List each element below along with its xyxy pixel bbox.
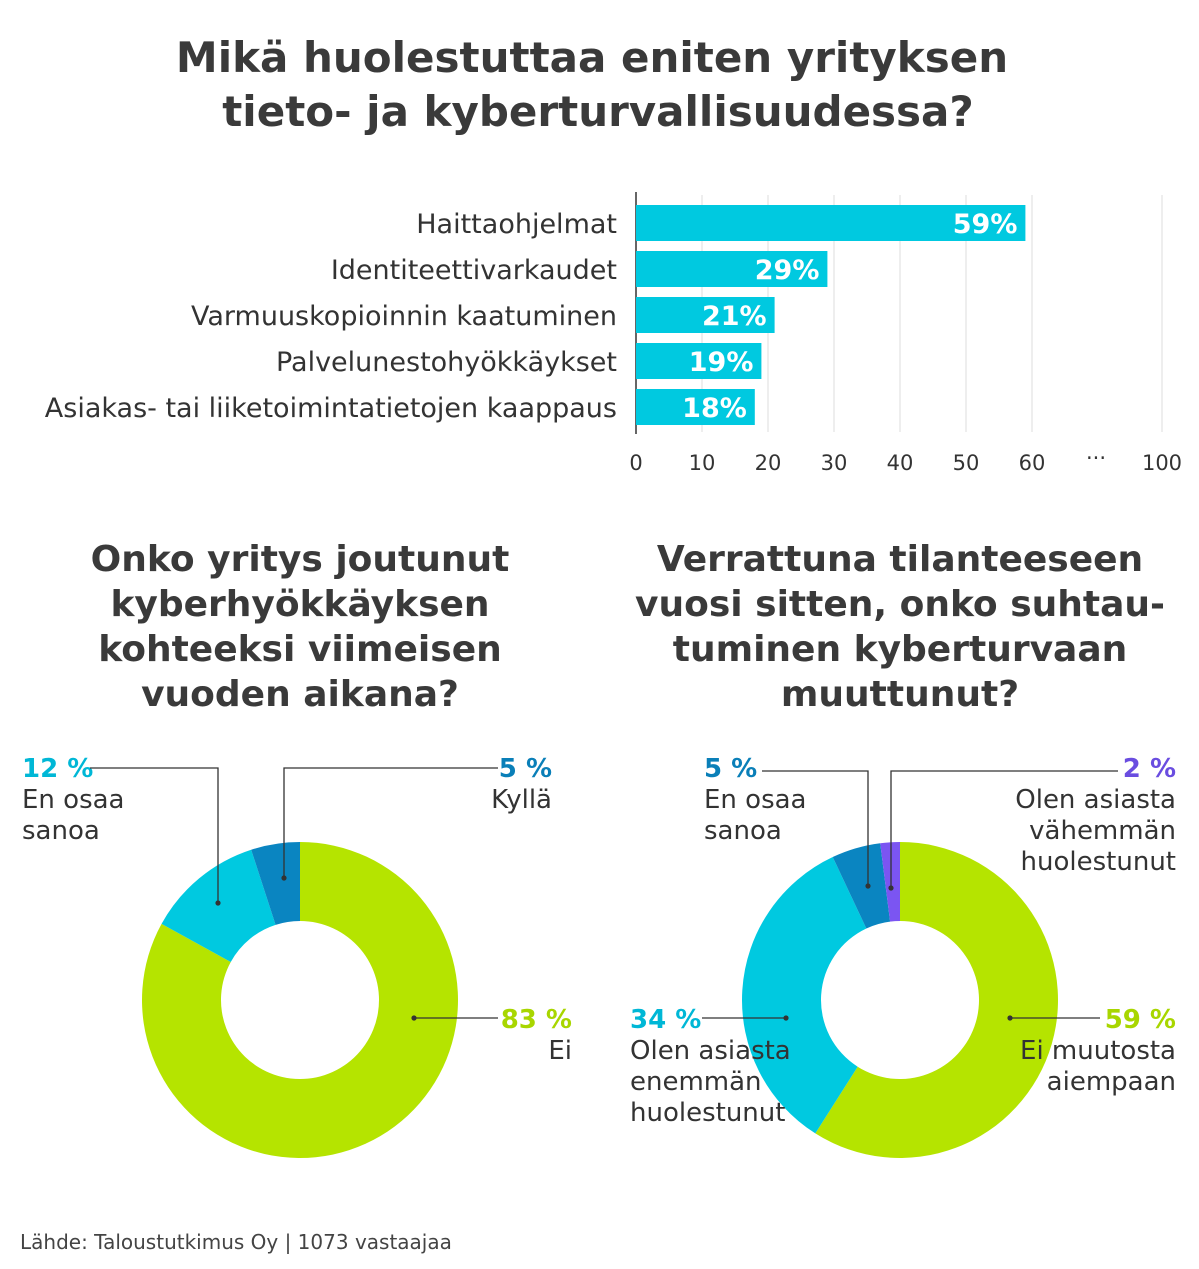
bar-2 <box>636 297 775 333</box>
donut2-vahemman-label-line-1: vähemmän <box>1029 816 1176 846</box>
donut1-title-line-3: kohteeksi viimeisen <box>98 629 502 670</box>
donut1-slices <box>142 842 458 1159</box>
bar-category-labels: Haittaohjelmat Identiteettivarkaudet Varmu… <box>45 209 617 424</box>
bar-value-label-4: 18% <box>682 393 747 424</box>
donut2-vahemman-leader <box>890 770 1118 888</box>
xtick-20: 20 <box>755 451 782 475</box>
bar-category-2: Varmuuskopioinnin kaatuminen <box>191 301 617 332</box>
donut2-title-line-1: Verrattuna tilanteeseen <box>657 539 1143 580</box>
donut1-en-osaa-pct: 12 % <box>22 754 93 784</box>
donut2-title-line-3: tuminen kyberturvaan <box>673 629 1128 670</box>
donut1-ei-leader-dot <box>411 1015 417 1021</box>
bar-chart-title-line-2: tieto- ja kyberturvallisuudessa? <box>222 87 974 136</box>
donut2-vahemman-label-line-2: huolestunut <box>1021 847 1176 877</box>
donut2-slices-slice-3 <box>880 842 900 922</box>
donut1-slices-slice-1 <box>161 849 276 962</box>
donut2-slices <box>742 842 1058 1158</box>
donut2-title-line-4: muuttunut? <box>781 674 1019 715</box>
xtick-10: 10 <box>689 451 716 475</box>
donut1-en-osaa-label-line-1: sanoa <box>22 816 100 846</box>
donut1-ei-label-line-0: Ei <box>548 1036 572 1066</box>
donut2-enemman-leader-dot <box>783 1015 789 1021</box>
donut1-title-line-2: kyberhyökkäyksen <box>110 584 489 625</box>
bar-value-label-2: 21% <box>702 301 767 332</box>
donut1-en-osaa-leader <box>90 767 219 903</box>
bar-chart-title-line-1: Mikä huolestuttaa eniten yrityksen <box>176 33 1008 82</box>
donut2-ei-muutosta-leader-dot <box>1007 1015 1013 1021</box>
donut1-kylla-leader <box>283 767 498 878</box>
donut1-kylla-pct: 5 % <box>499 754 552 784</box>
donut2-en-osaa-leader <box>762 770 869 886</box>
donut-chart-2: Verrattuna tilanteeseen vuosi sitten, on… <box>630 539 1176 1158</box>
source-note: Lähde: Taloustutkimus Oy | 1073 vastaaja… <box>20 1230 452 1254</box>
donut1-kylla-label-line-0: Kyllä <box>491 785 552 815</box>
donut2-en-osaa-pct: 5 % <box>704 754 757 784</box>
donut2-en-osaa-leader-dot <box>865 883 871 889</box>
bar-tick-labels: 0 10 20 30 40 50 60 100 ··· <box>629 446 1182 475</box>
donut1-ei-pct: 83 % <box>501 1005 572 1035</box>
bar-4 <box>636 389 755 425</box>
donut1-slices-slice-0 <box>142 842 458 1159</box>
donut2-en-osaa-label-line-1: sanoa <box>704 816 782 846</box>
donut2-slices-slice-2 <box>832 843 891 929</box>
bar-value-label-1: 29% <box>755 255 820 286</box>
donut2-enemman-label-line-0: Olen asiasta <box>630 1036 791 1066</box>
bar-category-0: Haittaohjelmat <box>416 209 617 240</box>
donut1-en-osaa-leader-dot <box>215 900 221 906</box>
axis-break-label: ··· <box>1086 446 1106 470</box>
bar-chart: Mikä huolestuttaa eniten yrityksen tieto… <box>45 33 1182 475</box>
donut-chart-1: Onko yritys joutunut kyberhyökkäyksen ko… <box>22 539 572 1159</box>
donut1-slices-slice-2 <box>251 842 300 925</box>
donut2-vahemman-label-line-0: Olen asiasta <box>1015 785 1176 815</box>
bar-category-4: Asiakas- tai liiketoimintatietojen kaapp… <box>45 393 617 424</box>
xtick-50: 50 <box>953 451 980 475</box>
donut2-slices-slice-1 <box>742 857 867 1134</box>
donut2-ei-muutosta-label-line-1: aiempaan <box>1047 1067 1176 1097</box>
donut2-enemman-label-line-1: enemmän <box>630 1067 762 1097</box>
donut2-enemman-pct: 34 % <box>630 1005 701 1035</box>
donut2-en-osaa-label-line-0: En osaa <box>704 785 807 815</box>
donut1-title-line-1: Onko yritys joutunut <box>91 539 510 580</box>
bar-0 <box>636 205 1026 241</box>
bar-1 <box>636 251 828 287</box>
bar-bars: 59% 29% 21% 19% 18% <box>636 205 1026 425</box>
donut2-ei-muutosta-pct: 59 % <box>1105 1005 1176 1035</box>
donut1-kylla-leader-dot <box>281 875 287 881</box>
bar-category-3: Palvelunestohyökkäykset <box>276 347 617 378</box>
bar-value-label-3: 19% <box>689 347 754 378</box>
donut2-enemman-label-line-2: huolestunut <box>630 1098 785 1128</box>
bar-category-1: Identiteettivarkaudet <box>331 255 617 286</box>
xtick-0: 0 <box>629 451 642 475</box>
donut2-vahemman-leader-dot <box>888 885 894 891</box>
xtick-60: 60 <box>1019 451 1046 475</box>
donut1-title-line-4: vuoden aikana? <box>141 674 459 715</box>
donut2-ei-muutosta-label-line-0: Ei muutosta <box>1020 1036 1176 1066</box>
xtick-30: 30 <box>821 451 848 475</box>
bar-value-label-0: 59% <box>953 209 1018 240</box>
donut2-vahemman-pct: 2 % <box>1123 754 1176 784</box>
bar-3 <box>636 343 762 379</box>
xtick-100: 100 <box>1142 451 1182 475</box>
donut1-en-osaa-label-line-0: En osaa <box>22 785 125 815</box>
donut2-slices-slice-0 <box>815 842 1058 1158</box>
xtick-40: 40 <box>887 451 914 475</box>
donut2-title-line-2: vuosi sitten, onko suhtau- <box>635 584 1165 625</box>
